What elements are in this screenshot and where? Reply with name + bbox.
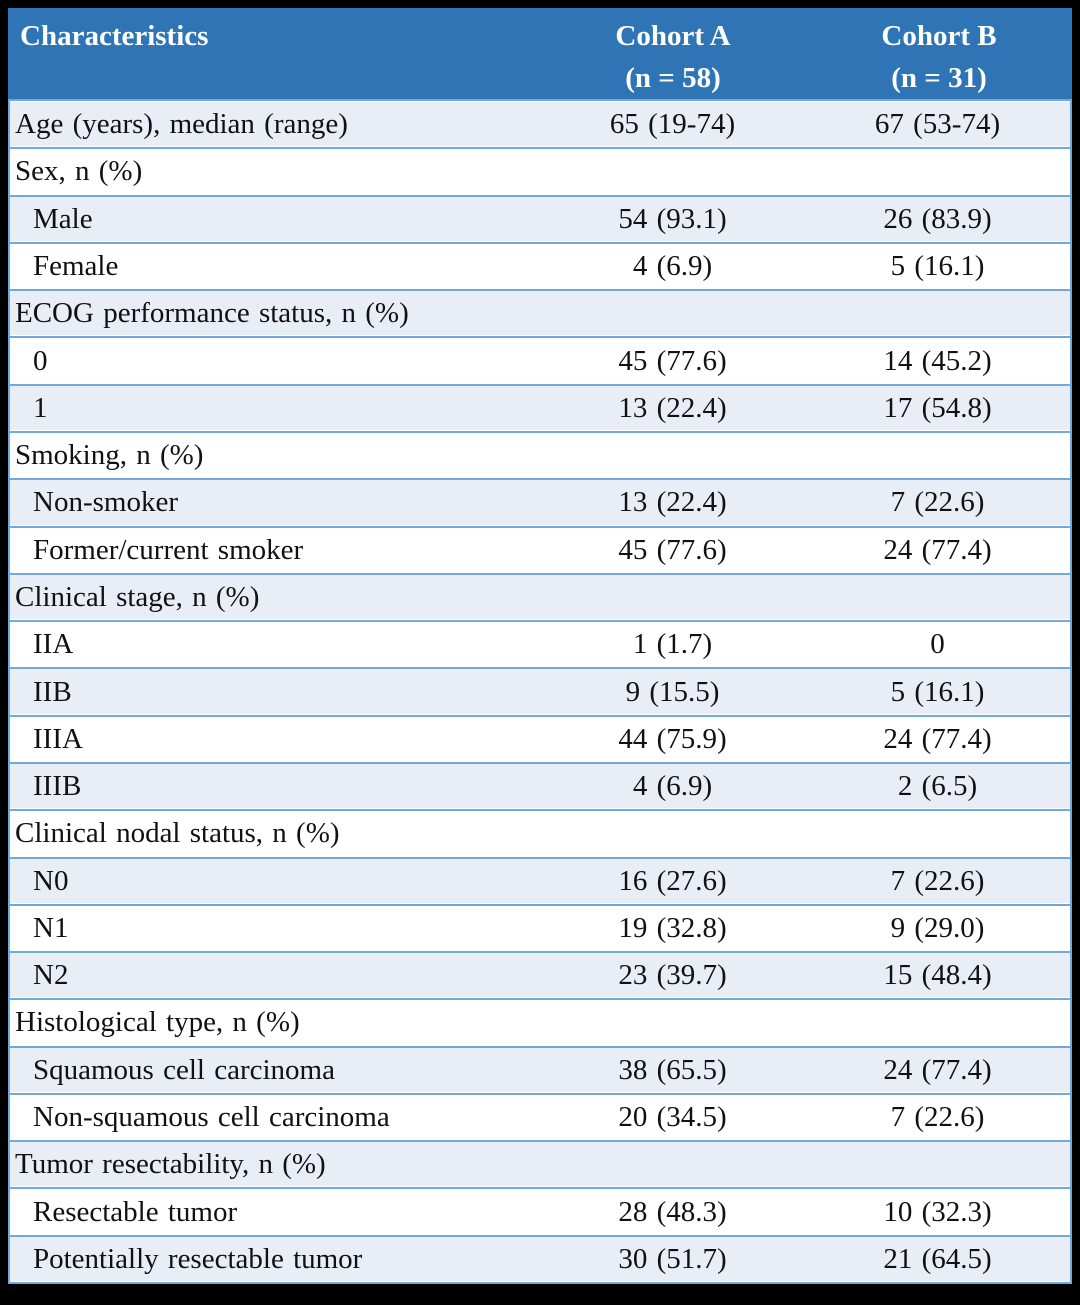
table-row: Resectable tumor 28 (48.3) 10 (32.3) xyxy=(10,1189,1070,1237)
cohort-b-name: Cohort B xyxy=(881,20,997,52)
cohort-b-value: 7 (22.6) xyxy=(890,1101,985,1134)
cohort-b-value: 5 (16.1) xyxy=(890,249,985,282)
table-row: Clinical stage, n (%) xyxy=(10,574,1070,623)
table-row: 0 45 (77.6) 14 (45.2) xyxy=(10,338,1070,386)
table-row: Male 54 (93.1) 26 (83.9) xyxy=(10,196,1070,244)
cohort-a-value: 20 (34.5) xyxy=(618,1101,727,1134)
row-label: Non-smoker xyxy=(33,486,178,519)
table-row: Sex, n (%) xyxy=(10,149,1070,197)
row-label: ECOG performance status, n (%) xyxy=(15,297,409,330)
row-label: Clinical stage, n (%) xyxy=(15,580,260,613)
row-label: Age (years), median (range) xyxy=(15,108,348,141)
row-label: Tumor resectability, n (%) xyxy=(15,1148,326,1181)
cohort-b-value: 24 (77.4) xyxy=(883,722,992,755)
row-label: N0 xyxy=(33,864,69,897)
row-label: N1 xyxy=(33,911,69,944)
row-label: Male xyxy=(33,202,93,235)
table-row: Smoking, n (%) xyxy=(10,432,1070,481)
header-characteristics: Characteristics xyxy=(8,15,540,99)
cohort-b-value: 10 (32.3) xyxy=(883,1195,992,1228)
cohort-a-value: 19 (32.8) xyxy=(618,911,727,944)
row-label: Potentially resectable tumor xyxy=(33,1242,363,1275)
table-row: IIA 1 (1.7) 0 xyxy=(10,622,1070,670)
row-label: IIIA xyxy=(33,722,83,755)
row-label: IIB xyxy=(33,675,72,708)
row-label: Resectable tumor xyxy=(33,1195,238,1228)
row-label: Female xyxy=(33,249,119,282)
cohort-b-value: 24 (77.4) xyxy=(883,1053,992,1086)
cohort-b-value: 21 (64.5) xyxy=(883,1242,992,1275)
cohort-b-value: 15 (48.4) xyxy=(883,959,992,992)
cohort-a-value: 9 (15.5) xyxy=(625,675,720,708)
table-header-row: Characteristics Cohort A (n = 58) Cohort… xyxy=(8,8,1072,101)
header-cohort-a: Cohort A (n = 58) xyxy=(540,15,806,99)
cohort-b-value: 67 (53-74) xyxy=(874,108,1001,141)
patient-characteristics-table: Characteristics Cohort A (n = 58) Cohort… xyxy=(8,8,1072,1285)
cohort-b-value: 26 (83.9) xyxy=(883,202,992,235)
table-row: ECOG performance status, n (%) xyxy=(10,291,1070,339)
row-label: Sex, n (%) xyxy=(15,155,143,188)
table-row: IIIB 4 (6.9) 2 (6.5) xyxy=(10,763,1070,812)
row-label: Histological type, n (%) xyxy=(15,1006,300,1039)
table-row: IIIA 44 (75.9) 24 (77.4) xyxy=(10,716,1070,764)
cohort-a-value: 38 (65.5) xyxy=(618,1053,727,1086)
cohort-a-value: 23 (39.7) xyxy=(618,959,727,992)
cohort-b-value: 24 (77.4) xyxy=(883,533,992,566)
table-row: Non-smoker 13 (22.4) 7 (22.6) xyxy=(10,480,1070,528)
cohort-a-n: (n = 58) xyxy=(625,62,721,94)
cohort-a-value: 28 (48.3) xyxy=(618,1195,727,1228)
table-row: N1 19 (32.8) 9 (29.0) xyxy=(10,905,1070,954)
header-cohort-b: Cohort B (n = 31) xyxy=(806,15,1072,99)
cohort-b-value: 7 (22.6) xyxy=(890,486,985,519)
row-label: Smoking, n (%) xyxy=(15,439,204,472)
table-row: Squamous cell carcinoma 38 (65.5) 24 (77… xyxy=(10,1047,1070,1095)
table-row: 1 13 (22.4) 17 (54.8) xyxy=(10,385,1070,433)
cohort-a-value: 45 (77.6) xyxy=(618,344,727,377)
table-row: Non-squamous cell carcinoma 20 (34.5) 7 … xyxy=(10,1094,1070,1143)
cohort-b-value: 17 (54.8) xyxy=(883,391,992,424)
cohort-a-value: 16 (27.6) xyxy=(618,864,727,897)
cohort-a-value: 4 (6.9) xyxy=(632,770,713,803)
row-label: 1 xyxy=(33,391,48,424)
cohort-a-value: 4 (6.9) xyxy=(632,249,713,282)
cohort-a-value: 45 (77.6) xyxy=(618,533,727,566)
table-body: Age (years), median (range) 65 (19-74) 6… xyxy=(8,101,1072,1285)
cohort-b-value: 5 (16.1) xyxy=(890,675,985,708)
cohort-b-value: 9 (29.0) xyxy=(890,911,985,944)
row-label: Clinical nodal status, n (%) xyxy=(15,817,340,850)
table-row: Potentially resectable tumor 30 (51.7) 2… xyxy=(10,1236,1070,1285)
table-row: N0 16 (27.6) 7 (22.6) xyxy=(10,858,1070,906)
row-label: N2 xyxy=(33,959,69,992)
table-row: Age (years), median (range) 65 (19-74) 6… xyxy=(10,102,1070,150)
row-label: IIA xyxy=(33,628,74,661)
cohort-a-value: 13 (22.4) xyxy=(618,391,727,424)
cohort-b-value: 14 (45.2) xyxy=(883,344,992,377)
cohort-b-value: 2 (6.5) xyxy=(897,770,978,803)
cohort-a-value: 44 (75.9) xyxy=(618,722,727,755)
cohort-a-value: 13 (22.4) xyxy=(618,486,727,519)
cohort-a-value: 65 (19-74) xyxy=(609,108,736,141)
row-label: 0 xyxy=(33,344,48,377)
cohort-b-n: (n = 31) xyxy=(891,62,987,94)
row-label: Non-squamous cell carcinoma xyxy=(33,1101,390,1134)
cohort-b-value: 7 (22.6) xyxy=(890,864,985,897)
table-row: Histological type, n (%) xyxy=(10,1000,1070,1048)
table-row: Clinical nodal status, n (%) xyxy=(10,811,1070,859)
cohort-b-value: 0 xyxy=(930,628,945,661)
row-label: IIIB xyxy=(33,770,82,803)
cohort-a-value: 30 (51.7) xyxy=(618,1242,727,1275)
table-row: Female 4 (6.9) 5 (16.1) xyxy=(10,243,1070,292)
table-row: Tumor resectability, n (%) xyxy=(10,1142,1070,1190)
header-characteristics-label: Characteristics xyxy=(20,20,209,52)
cohort-a-value: 1 (1.7) xyxy=(632,628,713,661)
cohort-a-value: 54 (93.1) xyxy=(618,202,727,235)
table-row: N2 23 (39.7) 15 (48.4) xyxy=(10,953,1070,1001)
row-label: Former/current smoker xyxy=(33,533,304,566)
row-label: Squamous cell carcinoma xyxy=(33,1053,335,1086)
cohort-a-name: Cohort A xyxy=(615,20,731,52)
table-row: Former/current smoker 45 (77.6) 24 (77.4… xyxy=(10,527,1070,575)
table-row: IIB 9 (15.5) 5 (16.1) xyxy=(10,669,1070,717)
